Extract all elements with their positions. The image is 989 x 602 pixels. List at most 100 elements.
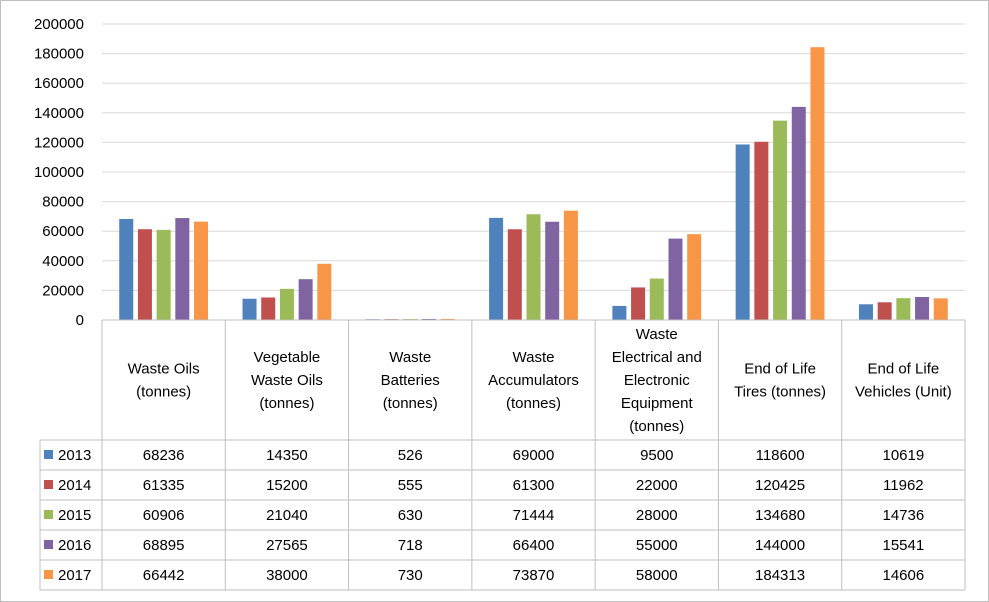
legend-label: 2015 xyxy=(58,507,91,524)
category-label: Waste Oils xyxy=(251,372,323,389)
data-label: 27565 xyxy=(266,537,308,554)
bar-2017-1 xyxy=(317,263,332,320)
bar-2013-5 xyxy=(735,144,750,320)
legend-label: 2014 xyxy=(58,477,91,494)
y-tick-label: 100000 xyxy=(34,164,84,181)
category-label: Vehicles (Unit) xyxy=(855,384,952,401)
data-label: 55000 xyxy=(636,537,678,554)
category-label: End of Life xyxy=(867,361,939,378)
legend-key-2016 xyxy=(44,540,53,549)
bar-2016-4 xyxy=(668,238,683,320)
bar-2014-6 xyxy=(877,302,892,320)
category-label: Electrical and xyxy=(612,349,702,366)
bar-2016-5 xyxy=(791,106,806,320)
data-label: 718 xyxy=(398,537,423,554)
data-label: 68895 xyxy=(143,537,185,554)
data-label: 14736 xyxy=(882,507,924,524)
data-label: 15541 xyxy=(882,537,924,554)
legend-key-2014 xyxy=(44,480,53,489)
data-label: 9500 xyxy=(640,447,673,464)
legend-label: 2016 xyxy=(58,537,91,554)
bar-2016-0 xyxy=(175,218,190,320)
category-label: Accumulators xyxy=(488,372,579,389)
bar-2013-1 xyxy=(242,298,257,320)
data-label: 14606 xyxy=(882,567,924,584)
category-label: Waste Oils xyxy=(128,361,200,378)
data-label: 184313 xyxy=(755,567,805,584)
bar-2013-6 xyxy=(858,304,873,320)
bar-2014-3 xyxy=(507,229,522,320)
data-label: 120425 xyxy=(755,477,805,494)
data-label: 730 xyxy=(398,567,423,584)
bar-2017-2 xyxy=(440,318,455,320)
y-tick-label: 20000 xyxy=(42,282,84,299)
category-label: Waste xyxy=(636,326,678,343)
category-label: (tonnes) xyxy=(629,418,684,435)
data-label: 21040 xyxy=(266,507,308,524)
data-label: 15200 xyxy=(266,477,308,494)
bar-2014-1 xyxy=(261,297,276,320)
y-tick-label: 80000 xyxy=(42,194,84,211)
bar-2014-4 xyxy=(631,287,646,320)
data-label: 14350 xyxy=(266,447,308,464)
data-label: 60906 xyxy=(143,507,185,524)
bar-2017-5 xyxy=(810,47,825,320)
category-label: Waste xyxy=(389,349,431,366)
data-label: 61335 xyxy=(143,477,185,494)
bar-2017-6 xyxy=(933,298,948,320)
bar-2017-0 xyxy=(194,221,209,320)
bar-2014-5 xyxy=(754,141,769,320)
category-label: Equipment xyxy=(621,395,694,412)
bar-2017-3 xyxy=(563,210,578,320)
data-label: 73870 xyxy=(513,567,555,584)
y-tick-label: 140000 xyxy=(34,105,84,122)
data-label: 11962 xyxy=(883,477,924,494)
category-label: (tonnes) xyxy=(259,395,314,412)
bar-2016-3 xyxy=(545,221,560,320)
category-label: Electronic xyxy=(624,372,690,389)
data-label: 526 xyxy=(398,447,423,464)
bar-2015-6 xyxy=(896,298,911,320)
data-label: 66442 xyxy=(143,567,185,584)
bar-2015-0 xyxy=(156,229,171,320)
y-tick-label: 0 xyxy=(76,312,84,329)
data-label: 66400 xyxy=(513,537,555,554)
data-label: 38000 xyxy=(266,567,308,584)
data-label: 118600 xyxy=(756,447,805,464)
legend-label: 2013 xyxy=(58,447,91,464)
category-label: (tonnes) xyxy=(383,395,438,412)
y-tick-label: 40000 xyxy=(42,253,84,270)
data-label: 28000 xyxy=(636,507,678,524)
category-label: (tonnes) xyxy=(136,384,191,401)
legend-key-2015 xyxy=(44,510,53,519)
data-label: 68236 xyxy=(143,447,185,464)
data-label: 22000 xyxy=(636,477,678,494)
bar-2016-6 xyxy=(915,297,930,320)
data-label: 69000 xyxy=(513,447,555,464)
category-label: Tires (tonnes) xyxy=(734,384,826,401)
data-label: 61300 xyxy=(513,477,555,494)
bar-2016-2 xyxy=(421,318,436,320)
bar-2015-1 xyxy=(279,288,294,320)
y-axis: 0 20000 40000 60000 80000 100000 120000 140000 1… xyxy=(34,16,84,329)
data-label: 10619 xyxy=(882,447,924,464)
data-label: 555 xyxy=(398,477,423,494)
bar-2017-4 xyxy=(687,234,702,320)
bar-2013-3 xyxy=(489,217,504,320)
bar-2015-5 xyxy=(773,120,788,320)
legend-key-2013 xyxy=(44,450,53,459)
bar-2013-0 xyxy=(119,219,134,320)
data-label: 134680 xyxy=(755,507,805,524)
legend-key-2017 xyxy=(44,570,53,579)
category-label: Batteries xyxy=(381,372,440,389)
bar-2016-1 xyxy=(298,279,313,320)
category-label: (tonnes) xyxy=(506,395,561,412)
category-label: Waste xyxy=(513,349,555,366)
bars xyxy=(119,47,948,320)
data-label: 630 xyxy=(398,507,423,524)
data-label: 71444 xyxy=(513,507,555,524)
bar-2015-3 xyxy=(526,214,541,320)
data-table: Waste Oils (tonnes) Vegetable Waste Oils (to… xyxy=(39,319,966,591)
y-tick-label: 120000 xyxy=(34,134,84,151)
